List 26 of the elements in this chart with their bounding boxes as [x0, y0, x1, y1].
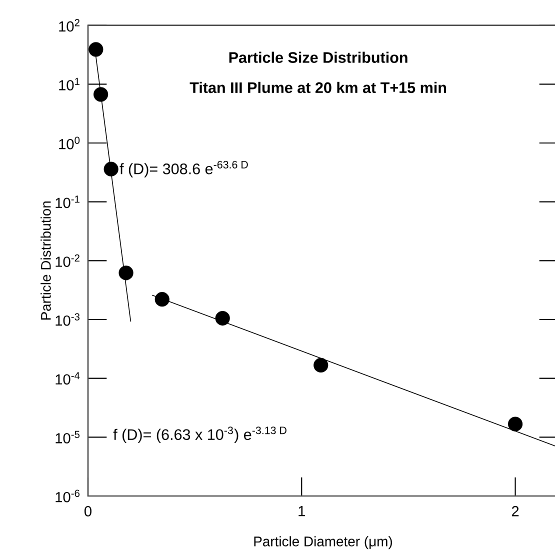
y-tick-label: 10$^{1}$ — [59, 78, 80, 90]
x-tick-label: 0 — [84, 506, 92, 516]
y-tick-label: 10$^{2}$ — [59, 19, 80, 32]
y-tick-label: 10$^{-2}$ — [56, 254, 80, 267]
point — [104, 162, 118, 176]
y-axis-title: Particle Distribution — [40, 202, 51, 320]
y-tick-label: 10$^{-4}$ — [56, 372, 80, 385]
point — [314, 358, 328, 373]
text: Titan III Plume at 20 km at T+15 min — [190, 82, 446, 94]
y-tick-label: 10$^{-1}$ — [56, 196, 80, 208]
annotation: f (D)= 308.6 e$^{-63.6 D}$ — [120, 160, 248, 178]
y-tick-label: 10$^{-6}$ — [56, 490, 80, 502]
point — [215, 310, 230, 326]
y-tick-label: 10$^{-5}$ — [56, 430, 80, 444]
y-tick-label: 10$^{-3}$ — [56, 313, 80, 326]
point — [154, 292, 170, 307]
x-axis-title: Particle Diameter (μm) — [254, 536, 392, 550]
text: Particle Size Distribution — [229, 52, 408, 63]
point — [118, 266, 134, 280]
x-tick-label: 2 — [512, 506, 519, 516]
y-tick-label: 10$^{0}$ — [59, 136, 80, 150]
x-tick-label: 1 — [298, 506, 305, 516]
point — [508, 416, 523, 432]
annotation: f (D)= (6.63 x 10$^{-3}$) e$^{-3.13 D}$ — [113, 426, 286, 444]
point — [88, 42, 104, 57]
point — [94, 87, 108, 102]
